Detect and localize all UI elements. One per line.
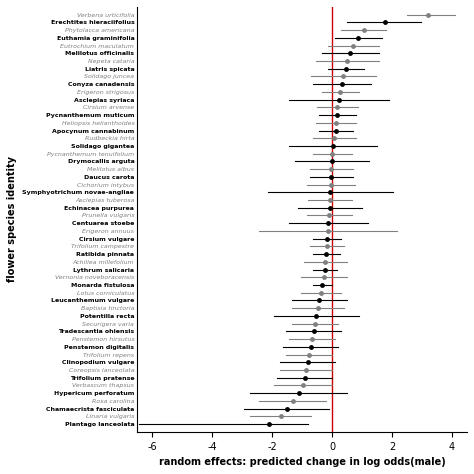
Y-axis label: flower species identity: flower species identity <box>7 156 17 283</box>
X-axis label: random effects: predicted change in log odds(male): random effects: predicted change in log … <box>159 457 446 467</box>
